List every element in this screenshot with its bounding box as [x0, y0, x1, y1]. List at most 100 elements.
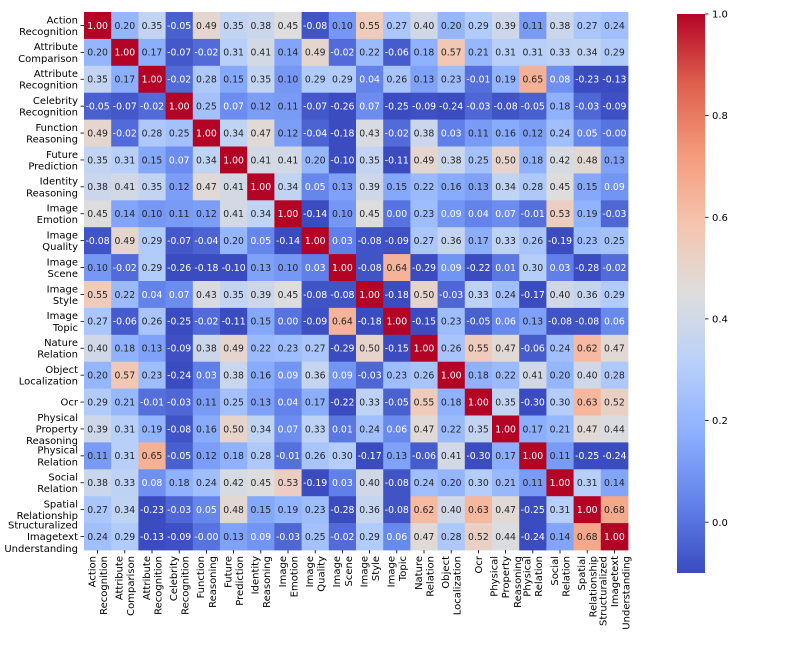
- heatmap-cell: [492, 200, 520, 228]
- cell-value-label: 0.24: [414, 478, 435, 489]
- heatmap-cell: [519, 12, 547, 40]
- cell-value-label: 0.49: [114, 236, 135, 247]
- heatmap-cell: [492, 523, 520, 551]
- cell-value-label: 0.52: [468, 532, 489, 543]
- heatmap-cell: [410, 227, 438, 255]
- cell-value-label: 0.65: [142, 451, 163, 462]
- heatmap-cell: [301, 361, 330, 389]
- heatmap-cell: [410, 200, 438, 228]
- heatmap-cell: [410, 146, 438, 174]
- cell-value-label: -0.22: [466, 263, 490, 274]
- heatmap-cell: [165, 65, 194, 94]
- heatmap-cell: [492, 496, 520, 524]
- heatmap-cell: [328, 12, 357, 40]
- heatmap-cell: [546, 254, 574, 282]
- cell-value-label: 0.21: [114, 397, 135, 408]
- heatmap-cell: [138, 12, 166, 40]
- heatmap-cell: [84, 307, 112, 336]
- cell-value-label: -0.11: [222, 317, 246, 328]
- cell-value-label: 0.45: [250, 478, 271, 489]
- heatmap-cell: [464, 388, 493, 416]
- heatmap-cell: [301, 469, 330, 497]
- cell-value-label: -0.24: [521, 532, 545, 543]
- heatmap-cell: [111, 146, 139, 174]
- cell-value-label: 0.68: [577, 532, 598, 543]
- heatmap-cell: [138, 227, 166, 255]
- heatmap-cell: [519, 65, 547, 94]
- cell-value-label: 0.40: [550, 290, 571, 301]
- heatmap-cell: [301, 415, 330, 443]
- cell-value-label: 0.38: [196, 344, 217, 355]
- cell-value-label: -0.09: [412, 101, 436, 112]
- heatmap-cell: [492, 173, 520, 201]
- heatmap-cell: [247, 415, 275, 443]
- heatmap-cell: [274, 334, 302, 363]
- cell-value-label: 0.03: [305, 263, 326, 274]
- heatmap-cell: [356, 119, 384, 147]
- cell-value-label: -0.00: [194, 532, 218, 543]
- heatmap-cell: [247, 65, 275, 94]
- cell-value-label: -0.25: [521, 505, 545, 516]
- cell-value-label: 0.62: [577, 344, 598, 355]
- heatmap-cell: [573, 227, 602, 255]
- heatmap-cell: [220, 415, 248, 443]
- cell-value-label: 0.34: [577, 48, 598, 59]
- heatmap-cell: [437, 442, 466, 470]
- cell-value-label: -0.13: [140, 532, 164, 543]
- heatmap-cell: [165, 227, 194, 255]
- cell-value-label: 0.08: [142, 478, 163, 489]
- column-label: ImageStyle: [359, 556, 382, 587]
- cell-value-label: 0.38: [87, 478, 108, 489]
- heatmap-cell: [546, 496, 574, 524]
- column-label: FunctionReasoning: [196, 556, 219, 608]
- cell-value-label: 0.06: [604, 317, 625, 328]
- heatmap-cell: [274, 65, 302, 94]
- cell-value-label: 0.11: [87, 451, 108, 462]
- heatmap-cell: [437, 12, 466, 40]
- cell-value-label: 0.05: [577, 128, 598, 139]
- cell-value-label: 0.35: [223, 21, 244, 32]
- row-label: Image Quality: [42, 230, 78, 253]
- heatmap-cell: [492, 146, 520, 174]
- column-label: PhysicalPropertyReasoning: [490, 556, 524, 608]
- cell-value-label: 0.03: [332, 478, 353, 489]
- heatmap-cell: [356, 388, 384, 416]
- heatmap-cell: [546, 146, 574, 174]
- heatmap-cell: [220, 361, 248, 389]
- cell-value-label: 0.12: [196, 451, 217, 462]
- cell-value-label: 0.19: [495, 75, 516, 86]
- heatmap-cell: [600, 415, 629, 443]
- heatmap-cell: [356, 65, 384, 94]
- heatmap-cell: [492, 254, 520, 282]
- cell-value-label: 0.29: [305, 75, 326, 86]
- cell-value-label: 0.26: [386, 75, 407, 86]
- heatmap-cell: [356, 200, 384, 228]
- cell-value-label: 0.41: [223, 209, 244, 220]
- heatmap-cell: [573, 415, 602, 443]
- cell-value-label: 0.22: [441, 424, 462, 435]
- cell-value-label: 0.50: [223, 424, 244, 435]
- heatmap-cell: [356, 146, 384, 174]
- heatmap-cell: [111, 334, 139, 363]
- cell-value-label: -0.28: [575, 263, 599, 274]
- cell-value-label: -0.06: [385, 48, 409, 59]
- cell-value-label: -0.10: [330, 155, 354, 166]
- cell-value-label: 0.44: [495, 532, 516, 543]
- heatmap-cell: [274, 12, 302, 40]
- heatmap-cell: [573, 65, 602, 94]
- cell-value-label: 0.24: [359, 424, 380, 435]
- heatmap-cell: [84, 415, 112, 443]
- heatmap-cell: [301, 496, 330, 524]
- colorbar-gradient: [677, 14, 705, 573]
- heatmap-cell: [328, 227, 357, 255]
- heatmap-cell: [546, 307, 574, 336]
- cell-value-label: 0.15: [386, 182, 407, 193]
- cell-value-label: 0.62: [414, 505, 435, 516]
- heatmap-cell: [247, 146, 275, 174]
- row-label: Ocr: [61, 398, 79, 409]
- heatmap-cell: [84, 200, 112, 228]
- heatmap-cell: [383, 496, 411, 524]
- heatmap-cell: [328, 496, 357, 524]
- heatmap-cells: 1.00 0.20 0.35 -0.05 0.49 0.35 0.38 0.45 -0.08 0.…: [84, 12, 629, 551]
- cell-value-label: -0.04: [194, 236, 218, 247]
